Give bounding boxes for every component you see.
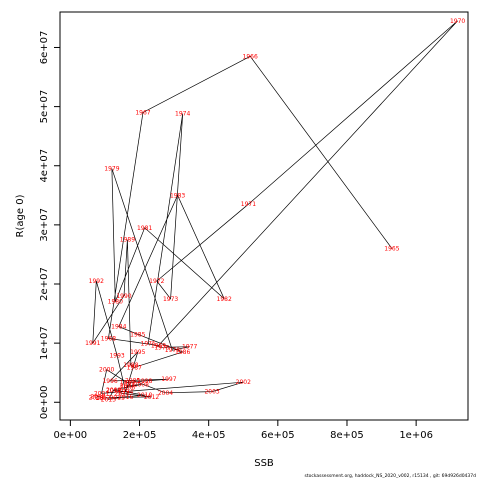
point-label-1977: 1977	[182, 344, 197, 351]
point-label-2015: 2015	[101, 396, 116, 403]
x-tick-label: 2e+05	[123, 430, 157, 441]
x-tick-label: 8e+05	[330, 430, 364, 441]
point-label-1970: 1970	[450, 18, 465, 25]
point-label-2012: 2012	[144, 394, 159, 401]
point-labels: 1965 1966 1967 1968 1969 1970 1971 1972 1973 1974…	[85, 18, 465, 403]
point-label-1971: 1971	[241, 201, 256, 208]
point-label-2000: 2000	[99, 367, 114, 374]
x-axis: 0e+00 2e+05 4e+05 6e+05 8e+05 1e+06	[54, 420, 433, 441]
x-tick-label: 1e+06	[399, 430, 433, 441]
point-label-1996: 1996	[102, 378, 117, 385]
point-label-1990: 1990	[116, 293, 131, 300]
x-tick-label: 6e+05	[261, 430, 295, 441]
footer-source-note: stockassessment.org, haddock_NS_2020_v00…	[304, 474, 476, 479]
point-label-1979: 1979	[104, 166, 119, 173]
point-label-1981: 1981	[137, 225, 152, 232]
point-label-1985: 1985	[130, 331, 145, 338]
point-label-1993: 1993	[109, 353, 124, 360]
point-label-1995: 1995	[130, 349, 145, 356]
point-label-1976: 1976	[154, 344, 169, 351]
point-label-1982: 1982	[217, 296, 232, 303]
y-tick-label: 0e+00	[39, 385, 50, 419]
point-label-2018: 2018	[90, 393, 105, 400]
point-label-2006: 2006	[120, 385, 135, 392]
point-label-1965: 1965	[384, 246, 399, 253]
plot-frame	[59, 11, 469, 421]
y-tick-label: 6e+07	[39, 31, 50, 65]
y-axis: 0e+00 1e+07 2e+07 3e+07 4e+07 5e+07 6e+07	[39, 31, 60, 419]
point-label-2005: 2005	[125, 377, 140, 384]
point-label-2014: 2014	[106, 387, 121, 394]
point-label-2008: 2008	[134, 382, 149, 389]
point-label-1987: 1987	[127, 364, 142, 371]
y-tick-label: 3e+07	[39, 208, 50, 242]
point-label-1988: 1988	[123, 362, 138, 369]
point-label-1966: 1966	[243, 53, 258, 60]
point-label-2017: 2017	[96, 395, 111, 402]
point-label-2007: 2007	[120, 383, 135, 390]
point-label-1967: 1967	[135, 110, 150, 117]
point-label-1969: 1969	[151, 343, 166, 350]
point-label-2016: 2016	[118, 394, 133, 401]
y-tick-label: 1e+07	[39, 326, 50, 360]
point-label-1968: 1968	[101, 335, 116, 342]
x-axis-title: SSB	[254, 458, 274, 469]
y-tick-label: 4e+07	[39, 149, 50, 183]
stock-recruitment-trajectory-line	[92, 20, 458, 400]
x-tick-label: 0e+00	[54, 430, 88, 441]
point-label-1973: 1973	[163, 296, 178, 303]
point-label-2019: 2019	[89, 395, 104, 402]
point-label-2009: 2009	[106, 387, 121, 394]
point-label-1972: 1972	[149, 278, 164, 285]
point-label-2003: 2003	[204, 389, 219, 396]
point-label-1983: 1983	[170, 192, 185, 199]
x-tick-label: 4e+05	[192, 430, 226, 441]
y-axis-title: R(age 0)	[15, 194, 26, 237]
point-label-1989: 1989	[120, 237, 135, 244]
point-label-1980: 1980	[108, 299, 123, 306]
point-label-1974: 1974	[175, 111, 190, 118]
point-label-1998: 1998	[137, 378, 152, 385]
y-tick-label: 2e+07	[39, 267, 50, 301]
point-label-2011: 2011	[109, 395, 124, 402]
point-label-1978: 1978	[165, 347, 180, 354]
point-label-1992: 1992	[89, 278, 104, 285]
point-label-1991: 1991	[85, 340, 100, 347]
point-label-2013: 2013	[115, 390, 130, 397]
point-label-2010: 2010	[137, 392, 152, 399]
point-label-1994: 1994	[118, 389, 133, 396]
point-label-1997: 1997	[161, 376, 176, 383]
point-label-1975: 1975	[141, 341, 156, 348]
point-label-1986: 1986	[175, 349, 190, 356]
point-label-2002: 2002	[236, 379, 251, 386]
point-label-2001: 2001	[94, 390, 109, 397]
point-label-1999: 1999	[120, 380, 135, 387]
point-label-1984: 1984	[111, 324, 126, 331]
y-tick-label: 5e+07	[39, 90, 50, 124]
point-label-2004: 2004	[158, 390, 173, 397]
